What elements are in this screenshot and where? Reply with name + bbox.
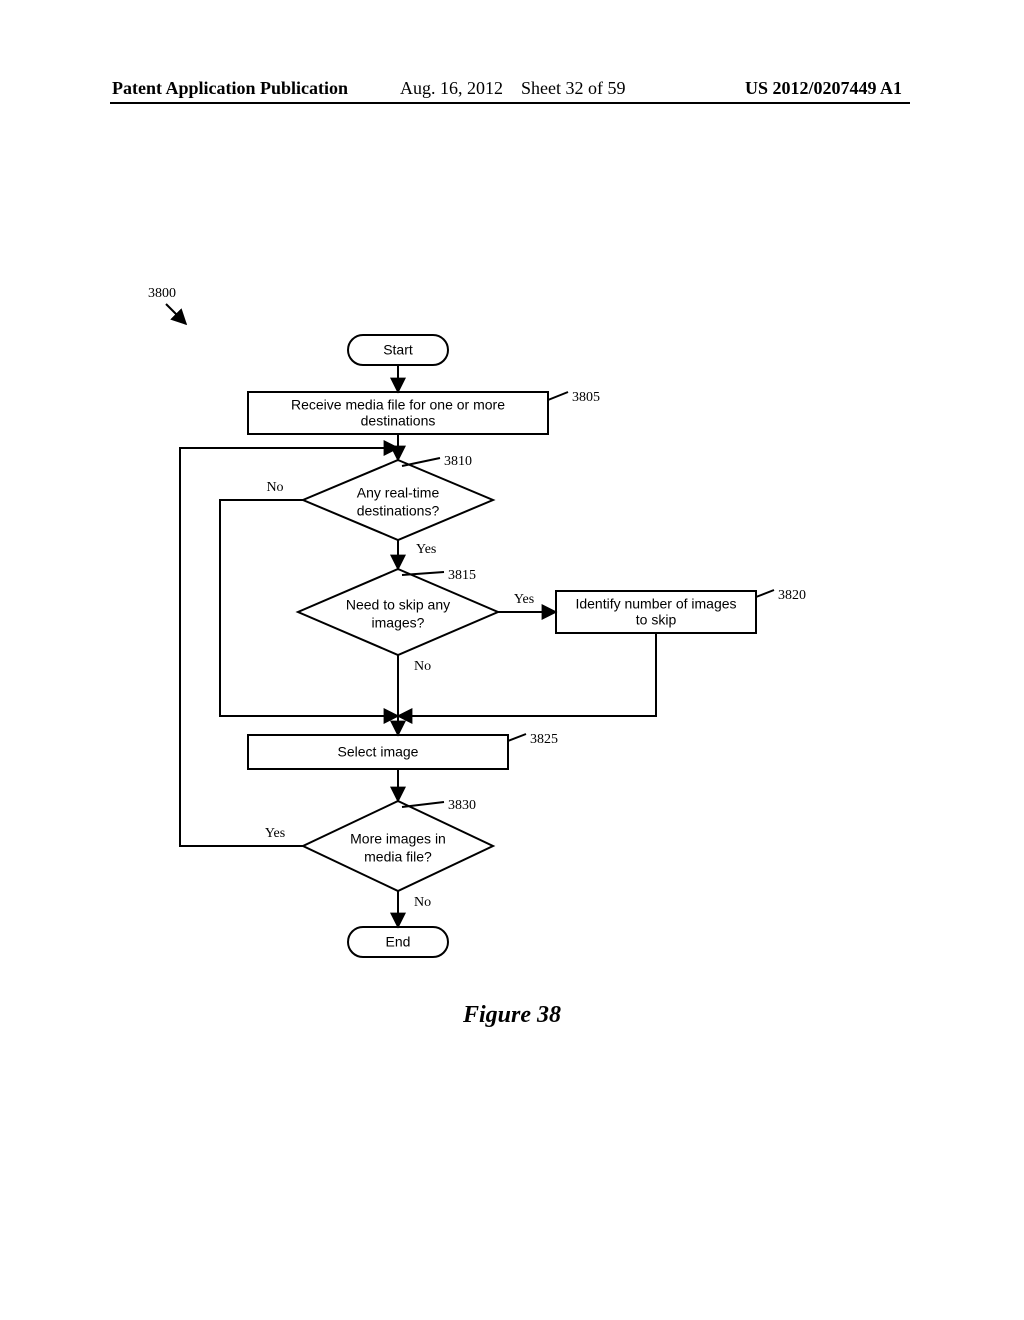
svg-text:destinations: destinations	[361, 413, 436, 429]
figure-caption: Figure 38	[0, 1002, 1024, 1029]
svg-text:Yes: Yes	[514, 592, 534, 607]
svg-text:3830: 3830	[448, 798, 476, 813]
svg-text:media file?: media file?	[364, 849, 432, 865]
svg-text:3805: 3805	[572, 390, 600, 405]
svg-text:No: No	[414, 895, 431, 910]
svg-text:Select image: Select image	[338, 744, 419, 760]
page: Patent Application Publication Aug. 16, …	[0, 0, 1024, 1320]
svg-text:3810: 3810	[444, 454, 472, 469]
svg-text:to skip: to skip	[636, 612, 677, 628]
svg-text:Receive media file for one or: Receive media file for one or more	[291, 397, 505, 413]
svg-text:3815: 3815	[448, 568, 476, 583]
svg-text:Yes: Yes	[265, 826, 285, 841]
svg-text:Any real-time: Any real-time	[357, 485, 440, 501]
svg-text:3820: 3820	[778, 588, 806, 603]
svg-text:Need to skip any: Need to skip any	[346, 597, 450, 613]
svg-text:Start: Start	[383, 342, 413, 358]
svg-text:No: No	[414, 659, 431, 674]
svg-text:Yes: Yes	[416, 542, 436, 557]
svg-text:3800: 3800	[148, 286, 176, 301]
svg-text:3825: 3825	[530, 732, 558, 747]
flowchart: Start End Receive media file for one or mo…	[0, 0, 1024, 1000]
svg-text:Identify number of images: Identify number of images	[575, 596, 736, 612]
svg-text:destinations?: destinations?	[357, 503, 440, 519]
svg-text:End: End	[386, 934, 411, 950]
svg-text:images?: images?	[372, 615, 425, 631]
svg-text:More images in: More images in	[350, 831, 446, 847]
svg-text:No: No	[266, 480, 283, 495]
